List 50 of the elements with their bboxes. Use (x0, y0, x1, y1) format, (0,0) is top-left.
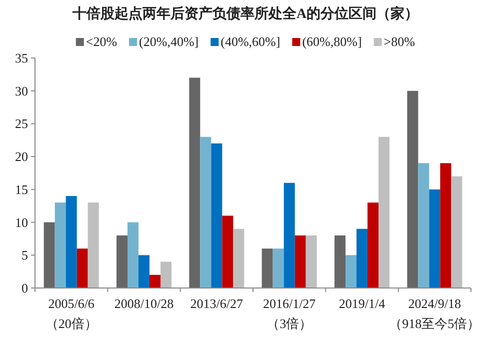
bar (189, 78, 200, 288)
bar (233, 228, 244, 288)
bar (306, 235, 317, 288)
y-tick-label: 0 (22, 280, 28, 296)
y-tick-label: 25 (15, 116, 28, 132)
bar (451, 176, 462, 288)
y-tick-label: 5 (22, 248, 28, 263)
bar (160, 262, 172, 288)
x-tick-label: 2005/6/6 （20倍） (45, 296, 98, 331)
bar (284, 182, 295, 288)
legend-label: >80% (384, 34, 416, 49)
bar (76, 248, 88, 288)
y-tick-label: 35 (15, 50, 28, 66)
y-tick-label: 15 (15, 182, 28, 197)
legend-label: <20% (86, 34, 118, 49)
bar (346, 255, 356, 288)
bar (54, 202, 66, 288)
bar (128, 222, 138, 288)
y-tick-label: 20 (15, 149, 28, 164)
bar (116, 235, 128, 288)
legend-label: (20%,40%] (139, 34, 199, 49)
y-tick-label: 10 (15, 214, 28, 230)
bar (44, 222, 55, 288)
bar (211, 143, 222, 288)
x-tick-label: 2024/9/18 （918至今5倍） (389, 296, 480, 331)
bar (200, 136, 212, 288)
x-tick-label: 2016/1/27 （3倍） (262, 296, 316, 331)
bar (334, 235, 346, 288)
x-tick-label: 2008/10/28 (114, 296, 174, 311)
chart-title: 十倍股起点两年后资产负债率所处全A的分位区间（家） (71, 5, 419, 22)
bar (150, 274, 160, 288)
bar (88, 202, 99, 288)
legend-label: (40%,60%] (220, 34, 280, 49)
bar (356, 228, 368, 288)
bar (378, 136, 390, 288)
bar (294, 235, 306, 288)
legend-label: (60%,80%] (302, 34, 362, 49)
bar (66, 196, 77, 288)
bar (429, 189, 440, 288)
y-tick-label: 30 (15, 83, 28, 98)
x-tick-label: 2019/1/4 (338, 296, 386, 311)
bar (222, 216, 234, 288)
bar (407, 90, 418, 288)
x-tick-label: 2013/6/27 (190, 296, 244, 311)
bar (272, 248, 284, 288)
bar (262, 248, 273, 288)
bar (440, 163, 452, 288)
bar (418, 163, 430, 288)
bar (138, 255, 150, 288)
bar (368, 202, 378, 288)
